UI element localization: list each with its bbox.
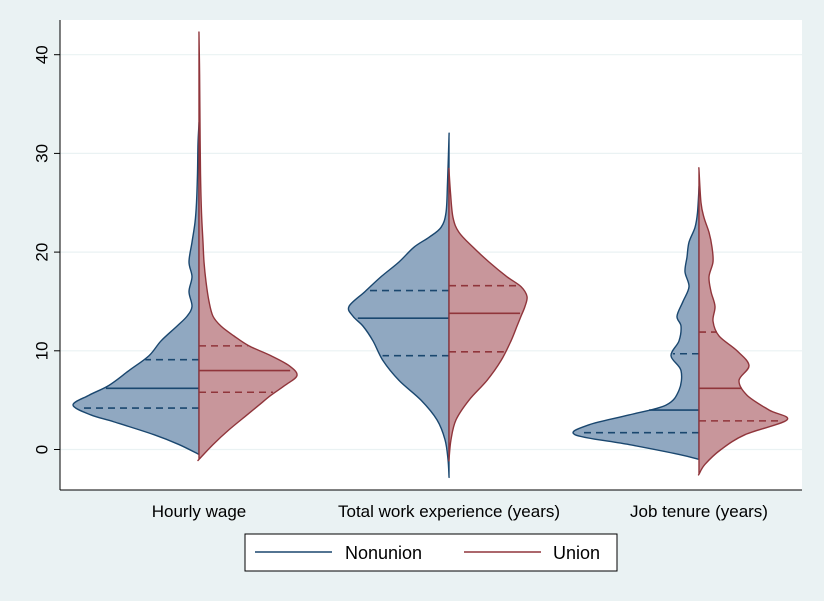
y-tick-label: 10 <box>32 341 51 360</box>
category-labels: Hourly wage Total work experience (years)… <box>152 502 768 521</box>
y-tick-label: 20 <box>32 243 51 262</box>
category-label: Total work experience (years) <box>338 502 560 521</box>
violin-half-union <box>697 167 789 476</box>
legend-label-nonunion: Nonunion <box>345 543 422 563</box>
violin-half-union <box>448 167 528 462</box>
y-ticks: 0 10 20 30 40 <box>32 45 60 454</box>
violins <box>72 31 789 479</box>
y-tick-label: 30 <box>32 144 51 163</box>
legend: Nonunion Union <box>244 533 618 572</box>
category-label: Job tenure (years) <box>630 502 768 521</box>
y-tick-label: 0 <box>32 445 51 454</box>
y-tick-label: 40 <box>32 45 51 64</box>
legend-label-union: Union <box>553 543 600 563</box>
violin-half-union <box>197 31 298 462</box>
violin-half-nonunion <box>72 121 202 456</box>
violin-half-nonunion <box>347 132 450 479</box>
category-label: Hourly wage <box>152 502 247 521</box>
